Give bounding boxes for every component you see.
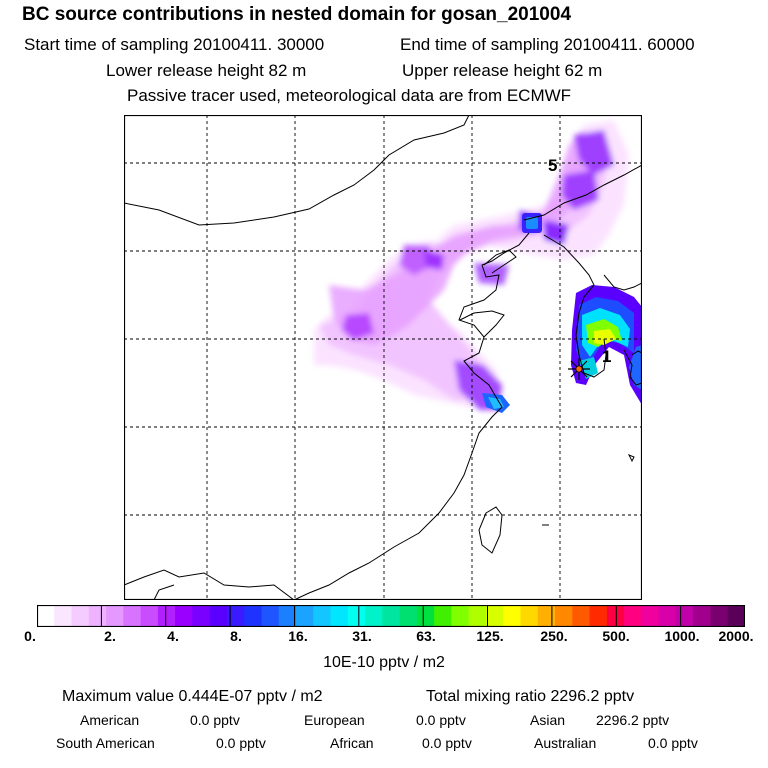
region-value: 0.0 pptv	[190, 712, 240, 728]
colorbar-swatch	[278, 605, 297, 627]
colorbar-swatch	[123, 605, 142, 627]
plot-title: BC source contributions in nested domain…	[22, 4, 572, 25]
colorbar-swatch	[37, 605, 55, 627]
colorbar-swatch	[226, 605, 245, 627]
colorbar-swatch	[106, 605, 124, 627]
colorbar-svg	[36, 604, 746, 628]
start-time-label: Start time of sampling 20100411. 30000	[24, 35, 325, 54]
colorbar-swatch	[503, 605, 522, 627]
colorbar-swatch	[572, 605, 591, 627]
region-name: Asian	[530, 712, 566, 728]
colorbar-swatch	[658, 605, 677, 627]
colorbar-swatch	[192, 605, 211, 627]
colorbar-frame	[36, 604, 746, 628]
colorbar-swatch	[641, 605, 660, 627]
colorbar-swatch	[71, 605, 90, 627]
colorbar-tick: 250.	[540, 628, 568, 644]
colorbar-swatch	[140, 605, 159, 627]
colorbar-tick: 0.	[24, 628, 36, 644]
map-label-1: 1	[602, 347, 611, 366]
end-time-label: End time of sampling 20100411. 60000	[400, 35, 695, 54]
colorbar-tick: 500.	[602, 628, 630, 644]
lower-release-label: Lower release height 82 m	[106, 61, 307, 80]
region-value: 0.0 pptv	[648, 735, 698, 751]
colorbar-swatch	[606, 605, 625, 627]
colorbar-swatch	[624, 605, 642, 627]
region-value: 0.0 pptv	[216, 735, 266, 751]
max-value-label: Maximum value 0.444E-07 pptv / m2	[62, 688, 323, 705]
colorbar-tick: 4.	[167, 628, 179, 644]
region-name: American	[80, 712, 140, 728]
colorbar-swatch	[451, 605, 470, 627]
region-name: South American	[56, 735, 155, 751]
colorbar-swatch	[416, 605, 435, 627]
colorbar-tick: 2000.	[718, 628, 754, 644]
colorbar-swatch	[313, 605, 332, 627]
graticule	[124, 115, 642, 600]
colorbar-tick: 16.	[288, 628, 308, 644]
tracer-note: Passive tracer used, meteorological data…	[127, 86, 572, 105]
colorbar-tick: 63.	[416, 628, 436, 644]
total-mixing-label: Total mixing ratio 2296.2 pptv	[426, 688, 635, 705]
colorbar-swatch	[54, 605, 73, 627]
colorbar-swatch	[347, 605, 366, 627]
colorbar-swatch	[157, 605, 176, 627]
upper-release-label: Upper release height 62 m	[402, 61, 603, 80]
map-frame	[124, 115, 642, 600]
colorbar-swatch	[537, 605, 556, 627]
colorbar-swatch	[209, 605, 228, 627]
colorbar-swatch	[693, 605, 711, 627]
colorbar-tick: 1000.	[664, 628, 700, 644]
colorbar-swatch	[675, 605, 694, 627]
colorbar-swatch	[261, 605, 280, 627]
region-value: 0.0 pptv	[422, 735, 472, 751]
colorbar-swatch	[485, 605, 504, 627]
colorbar-tick: 125.	[476, 628, 504, 644]
colorbar-swatch	[88, 605, 107, 627]
colorbar-swatch	[727, 605, 746, 627]
map-panel: 5 1	[124, 115, 642, 600]
release-point	[575, 365, 583, 373]
region-name: Australian	[534, 735, 597, 751]
colorbar-swatch	[434, 605, 452, 627]
colorbar-swatch	[382, 605, 401, 627]
colorbar-tick: 2.	[104, 628, 116, 644]
colorbar-swatch	[589, 605, 608, 627]
colorbar	[36, 604, 746, 628]
colorbar-swatch	[244, 605, 262, 627]
region-name: European	[304, 712, 365, 728]
colorbar-swatch	[365, 605, 383, 627]
colorbar-tick: 31.	[352, 628, 372, 644]
region-name: African	[330, 735, 374, 751]
colorbar-swatch	[399, 605, 418, 627]
colorbar-tick: 8.	[230, 628, 242, 644]
colorbar-swatch	[175, 605, 193, 627]
region-value: 2296.2 pptv	[596, 712, 670, 728]
region-value: 0.0 pptv	[416, 712, 466, 728]
map-label-5: 5	[548, 156, 557, 175]
colorbar-swatch	[330, 605, 349, 627]
colorbar-swatch	[468, 605, 487, 627]
colorbar-swatch	[555, 605, 573, 627]
map-canvas: 5 1	[124, 115, 642, 600]
coastlines	[124, 115, 642, 600]
colorbar-swatch	[296, 605, 314, 627]
colorbar-units: 10E-10 pptv / m2	[323, 654, 445, 671]
colorbar-swatch	[520, 605, 539, 627]
colorbar-swatch	[710, 605, 729, 627]
